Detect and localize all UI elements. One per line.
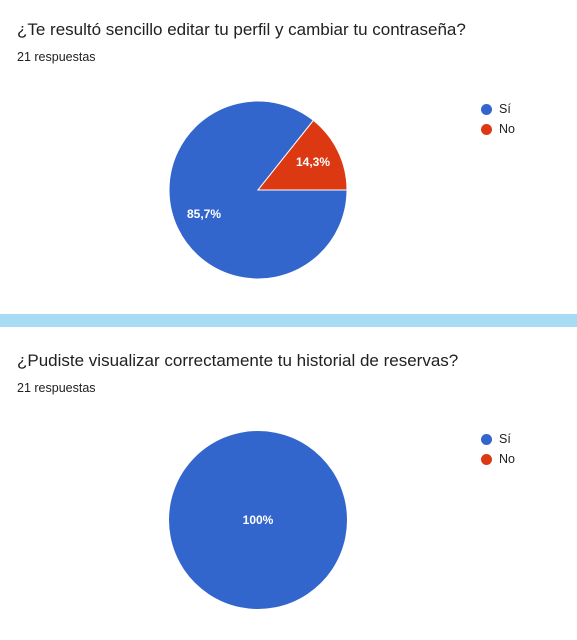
slice-data-label: 100% [243,513,274,527]
response-count: 21 respuestas [17,50,96,64]
legend-label: Sí [499,432,511,446]
legend-item-no[interactable]: No [481,119,515,139]
legend-label: No [499,122,515,136]
section-divider [0,314,577,327]
legend-label: Sí [499,102,511,116]
legend-item-no[interactable]: No [481,449,515,469]
pie-chart: 85,7% 14,3% [168,100,348,280]
question-card-1: ¿Te resultó sencillo editar tu perfil y … [0,0,577,314]
legend-label: No [499,452,515,466]
chart-legend: Sí No [481,429,515,469]
legend-dot-icon [481,433,492,445]
legend-dot-icon [481,103,492,115]
pie-slice-s-[interactable] [169,431,347,609]
response-count: 21 respuestas [17,381,96,395]
question-card-2: ¿Pudiste visualizar correctamente tu his… [0,327,577,640]
chart-legend: Sí No [481,99,515,139]
question-title: ¿Te resultó sencillo editar tu perfil y … [17,20,466,39]
legend-dot-icon [481,123,492,135]
pie-chart: 100% [169,431,347,609]
pie-slice-no[interactable] [256,119,348,191]
legend-dot-icon [481,453,492,465]
slice-data-label: 14,3% [296,155,330,169]
slice-data-label: 85,7% [187,207,221,221]
legend-item-si[interactable]: Sí [481,429,515,449]
question-title: ¿Pudiste visualizar correctamente tu his… [17,351,459,370]
legend-item-si[interactable]: Sí [481,99,515,119]
